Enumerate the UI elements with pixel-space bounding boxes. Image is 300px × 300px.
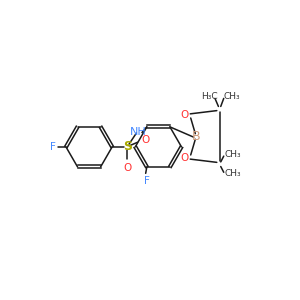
Text: O: O (180, 110, 188, 120)
Text: CH₃: CH₃ (224, 151, 241, 160)
Text: O: O (123, 163, 131, 173)
Text: O: O (180, 153, 188, 163)
Text: F: F (144, 176, 150, 186)
Text: B: B (192, 130, 201, 143)
Text: S: S (123, 140, 132, 153)
Text: F: F (50, 142, 56, 152)
Text: H₃C: H₃C (201, 92, 217, 100)
Text: NH: NH (130, 127, 147, 137)
Text: O: O (141, 135, 149, 146)
Text: CH₃: CH₃ (224, 169, 241, 178)
Text: CH₃: CH₃ (223, 92, 240, 100)
